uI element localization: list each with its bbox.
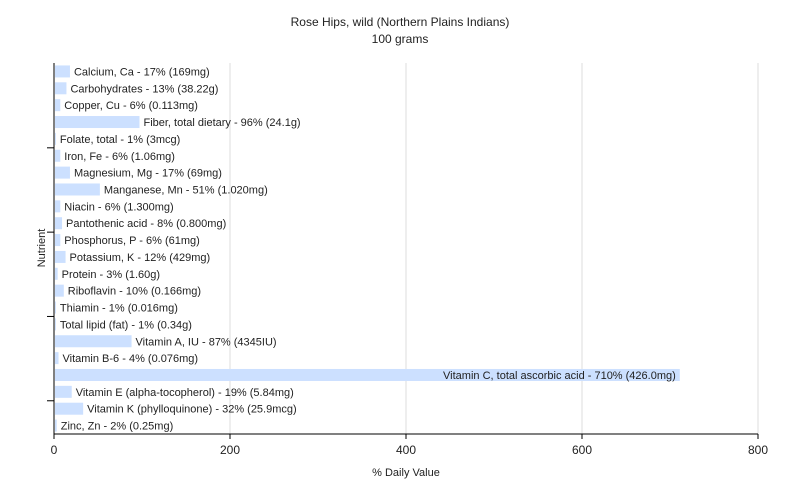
bar-label: Vitamin A, IU - 87% (4345IU)	[136, 336, 277, 348]
bar-label: Niacin - 6% (1.300mg)	[64, 201, 173, 213]
bar	[55, 183, 100, 196]
bar	[55, 217, 63, 230]
bar	[55, 82, 67, 95]
bar-label: Total lipid (fat) - 1% (0.34g)	[60, 319, 192, 331]
bar	[55, 385, 72, 398]
x-tick-label: 200	[220, 443, 240, 457]
bar	[55, 166, 70, 179]
bar-label: Vitamin C, total ascorbic acid - 710% (4…	[443, 370, 676, 382]
bar-label: Thiamin - 1% (0.016mg)	[60, 303, 178, 315]
bar-label: Riboflavin - 10% (0.166mg)	[68, 286, 201, 298]
bar	[55, 318, 56, 331]
bar-labels: Calcium, Ca - 17% (169mg) Carbohydrates -…	[60, 66, 676, 432]
bar	[55, 116, 140, 129]
bar	[55, 250, 66, 263]
bar	[55, 65, 70, 78]
bar	[55, 301, 56, 314]
x-tick-label: 0	[51, 443, 58, 457]
y-axis-label: Nutrient	[36, 229, 48, 268]
bar-label: Vitamin E (alpha-tocopherol) - 19% (5.84…	[76, 387, 294, 399]
bar	[55, 200, 61, 213]
bar-label: Iron, Fe - 6% (1.06mg)	[64, 151, 175, 163]
x-axis-label: % Daily Value	[372, 467, 440, 479]
bar	[55, 402, 84, 415]
bar-label: Copper, Cu - 6% (0.113mg)	[64, 100, 198, 112]
bar	[55, 335, 132, 348]
bar-label: Potassium, K - 12% (429mg)	[70, 252, 211, 264]
bar-label: Pantothenic acid - 8% (0.800mg)	[66, 218, 226, 230]
bar-label: Protein - 3% (1.60g)	[62, 269, 160, 281]
bar-label: Zinc, Zn - 2% (0.25mg)	[61, 421, 173, 433]
chart-subtitle: 100 grams	[371, 32, 429, 46]
chart-title: Rose Hips, wild (Northern Plains Indians…	[290, 15, 510, 29]
bar	[55, 234, 61, 247]
bar-label: Magnesium, Mg - 17% (69mg)	[74, 168, 222, 180]
bar	[55, 99, 61, 112]
bar	[55, 149, 61, 162]
bar-label: Calcium, Ca - 17% (169mg)	[74, 66, 210, 78]
bar	[55, 132, 56, 145]
bar-label: Manganese, Mn - 51% (1.020mg)	[104, 184, 268, 196]
axes: 0 200 400 600 800	[47, 63, 768, 457]
bar-label: Phosphorus, P - 6% (61mg)	[64, 235, 200, 247]
bar-label: Carbohydrates - 13% (38.22g)	[70, 83, 218, 95]
bar	[55, 352, 59, 365]
bars	[55, 65, 680, 432]
bar	[55, 419, 57, 432]
bar-label: Fiber, total dietary - 96% (24.1g)	[143, 117, 300, 129]
x-tick-label: 400	[396, 443, 416, 457]
x-tick-label: 800	[748, 443, 768, 457]
bar-label: Folate, total - 1% (3mcg)	[60, 134, 180, 146]
bar	[55, 284, 64, 297]
bar-label: Vitamin B-6 - 4% (0.076mg)	[63, 353, 199, 365]
bar	[55, 267, 58, 280]
bar-label: Vitamin K (phylloquinone) - 32% (25.9mcg…	[87, 404, 297, 416]
x-tick-label: 600	[572, 443, 592, 457]
bar	[55, 368, 680, 381]
